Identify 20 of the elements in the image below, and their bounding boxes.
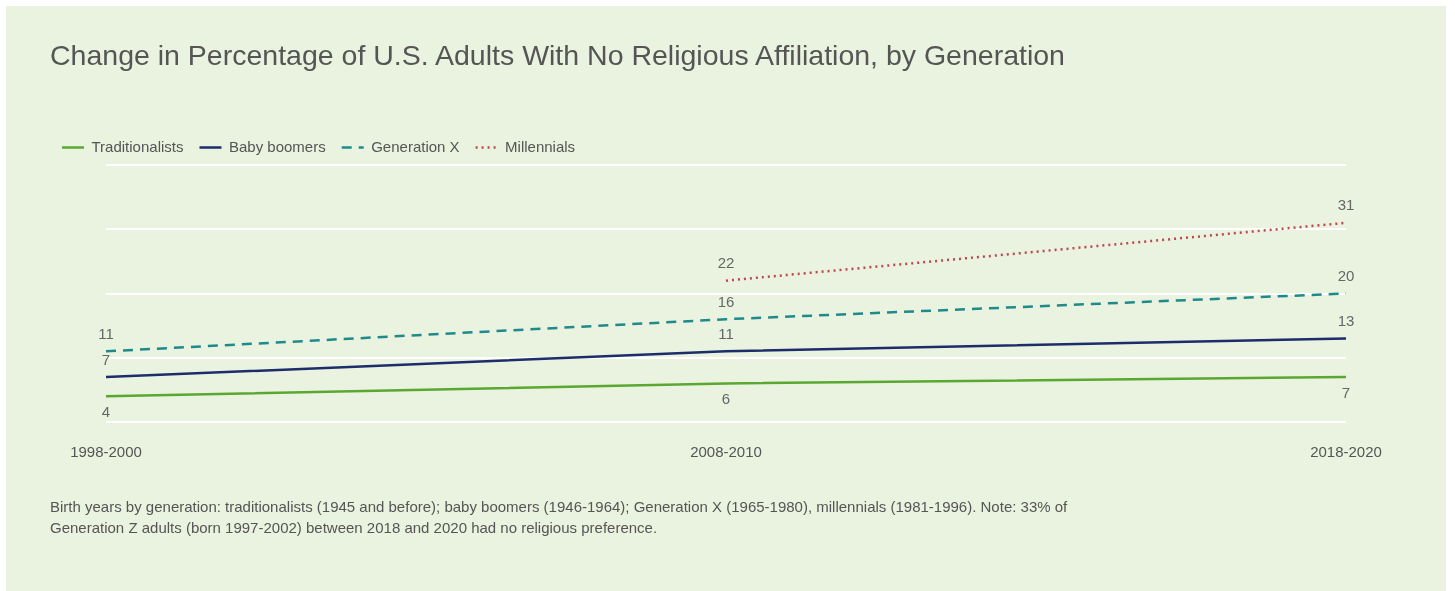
data-label: 20	[1337, 267, 1355, 285]
data-label: 11	[718, 324, 734, 342]
x-tick-label: 2008-2010	[690, 443, 762, 461]
x-tick-label: 1998-2000	[70, 443, 142, 461]
data-label: 7	[1341, 383, 1351, 401]
data-label: 7	[101, 350, 111, 368]
data-label: 16	[717, 292, 735, 310]
data-label: 11	[98, 324, 114, 342]
data-label: 13	[1337, 312, 1355, 330]
text: Birth years by generation: traditionalists (1945 and before); baby boomers (1946-1964); Generation X (1965-1980), millennials (1981-1996). Note: 33% of Generation Z adults (born 1997-2002) between 2018 and 2020 had no religious preference.	[50, 497, 1069, 538]
x-tick-label: 2018-2020	[1310, 443, 1382, 461]
data-label: 22	[717, 254, 735, 272]
data-label: 31	[1337, 196, 1355, 214]
data-label: 4	[101, 402, 111, 420]
legend-label: Generation X	[371, 137, 460, 155]
legend-label: Millennials	[505, 137, 576, 155]
data-label: 6	[721, 390, 731, 408]
chart-title: Change in Percentage of U.S. Adults With No Religious Affiliation, by Generation	[50, 38, 1066, 73]
legend-label: Baby boomers	[228, 137, 326, 155]
legend-label: Traditionalists	[91, 137, 184, 155]
